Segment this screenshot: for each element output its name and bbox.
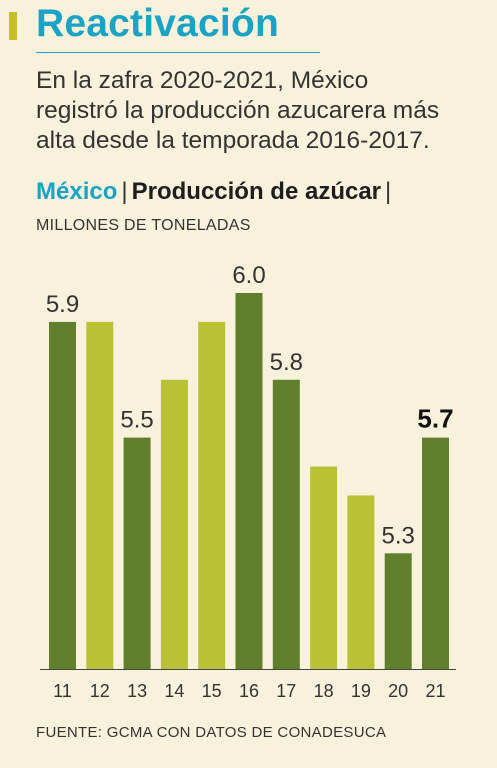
bar-20: [384, 553, 412, 669]
chart-heading-country: México: [36, 178, 118, 205]
title-accent-bar: [9, 12, 17, 40]
bar-value-label: 5.7: [417, 404, 453, 434]
bar-15: [198, 321, 226, 669]
intro-text: En la zafra 2020-2021, México registró l…: [36, 67, 440, 154]
bar-value-label: 5.5: [120, 407, 153, 434]
bar-value-label: 5.8: [270, 349, 303, 376]
bar-16: [235, 293, 263, 669]
chart-heading-subject: Producción de azúcar: [131, 178, 382, 205]
bar-value-label: 5.3: [382, 522, 415, 549]
bar-value-label: 5.9: [46, 291, 79, 318]
chart-units-label: MILLONES DE TONELADAS: [36, 217, 251, 234]
bar-12: [86, 321, 114, 669]
bar-13: [123, 437, 151, 669]
x-tick-label: 14: [164, 681, 184, 701]
x-tick-label: 17: [276, 681, 296, 701]
bar-value-label: 6.0: [232, 262, 265, 289]
x-tick-label: 19: [351, 681, 371, 701]
chart-heading-separator: |: [121, 178, 128, 205]
x-tick-label: 15: [202, 681, 222, 701]
x-tick-label: 13: [127, 681, 147, 701]
x-tick-label: 18: [314, 681, 334, 701]
source-note: FUENTE: GCMA CON DATOS DE CONADESUCA: [36, 724, 387, 741]
title-underline: [36, 52, 320, 53]
x-tick-label: 20: [388, 681, 408, 701]
bar-18: [310, 466, 338, 669]
x-tick-label: 12: [90, 681, 110, 701]
bar-17: [272, 379, 300, 669]
bar-11: [49, 321, 76, 669]
chart-heading-trailing-separator: |: [385, 178, 392, 205]
x-tick-label: 16: [239, 681, 259, 701]
chart-heading: México | Producción de azúcar |: [36, 178, 395, 206]
page-title: Reactivación: [36, 2, 280, 45]
x-tick-label: 21: [425, 681, 445, 701]
bar-14: [160, 379, 188, 669]
x-tick-label: 11: [53, 681, 72, 701]
bar-19: [347, 495, 375, 669]
bar-21: [422, 437, 449, 669]
